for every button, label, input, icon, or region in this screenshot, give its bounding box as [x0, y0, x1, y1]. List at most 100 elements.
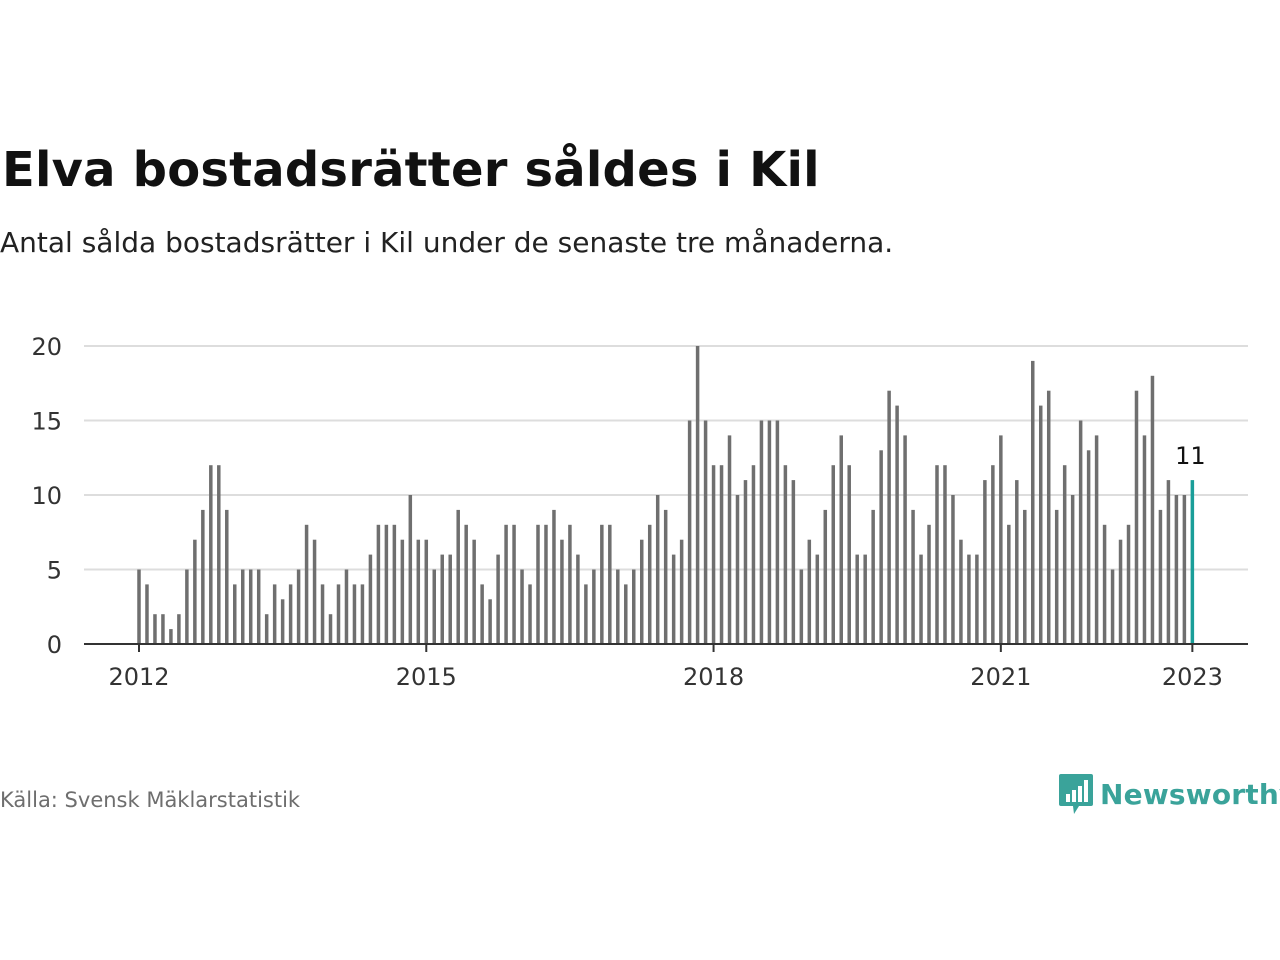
bar: [927, 524, 931, 644]
bar: [592, 569, 596, 644]
bar: [632, 569, 636, 644]
bar: [879, 450, 883, 644]
bar: [1110, 569, 1115, 644]
bar: [608, 524, 612, 644]
bar: [177, 614, 181, 644]
bar: [480, 584, 484, 644]
bar: [536, 524, 540, 644]
bar: [1031, 360, 1035, 644]
bar: [248, 569, 253, 644]
bar: [137, 569, 141, 644]
annotations: 11: [1175, 442, 1206, 470]
bar-chart-speech-bubble-icon: [1059, 774, 1093, 814]
bar: [759, 420, 764, 644]
bar: [496, 554, 500, 644]
bar: [743, 480, 748, 644]
bar: [655, 495, 660, 644]
bar: [887, 390, 891, 644]
bar: [719, 465, 724, 644]
bar: [1142, 435, 1147, 644]
bar: [584, 584, 588, 644]
x-tick-label: 2018: [683, 663, 744, 691]
bar: [344, 569, 349, 644]
bar: [1078, 420, 1083, 644]
bar: [1054, 509, 1059, 644]
bar: [185, 569, 189, 644]
bar: [791, 480, 796, 644]
bar: [520, 569, 524, 644]
bar: [959, 539, 963, 644]
bar: [193, 539, 197, 644]
bar: [1023, 509, 1027, 644]
bar: [999, 435, 1003, 644]
x-tick-label: 2015: [396, 663, 457, 691]
bar: [943, 465, 947, 644]
bar: [767, 420, 772, 644]
bar: [616, 569, 620, 644]
bar: [1038, 405, 1043, 644]
bar: [288, 584, 293, 644]
source-note: Källa: Svensk Mäklarstatistik: [0, 788, 301, 812]
bar: [1007, 524, 1011, 644]
bar: [512, 524, 516, 644]
bar: [671, 554, 676, 644]
bar: [225, 509, 229, 644]
bar: [903, 435, 907, 644]
bar: [256, 569, 261, 644]
bar: [568, 524, 572, 644]
y-tick-label: 5: [47, 557, 62, 585]
bar: [161, 614, 165, 644]
newsworthy-logo: Newsworthy: [1058, 772, 1280, 816]
bar: [504, 524, 508, 644]
bar: [272, 584, 277, 644]
bar: [1182, 495, 1187, 644]
bar: [576, 554, 580, 644]
bar: [775, 420, 780, 644]
bar: [1070, 495, 1075, 644]
bar: [448, 554, 452, 644]
bar: [544, 524, 548, 644]
bar: [991, 465, 995, 644]
data-label: 11: [1175, 442, 1206, 470]
bar: [488, 599, 492, 644]
bar: [456, 509, 460, 644]
bar: [528, 584, 532, 644]
bar: [1102, 524, 1107, 644]
bar: [432, 569, 437, 644]
bar: [783, 465, 788, 644]
bar: [624, 584, 628, 644]
bar: [304, 524, 309, 644]
bar: [368, 554, 373, 644]
bar: [647, 524, 652, 644]
bar: [240, 569, 245, 644]
bar: [911, 509, 915, 644]
bar: [1046, 390, 1051, 644]
bar: [296, 569, 301, 644]
bar: [751, 465, 756, 644]
bar: [1166, 480, 1171, 644]
bar: [416, 539, 421, 644]
bar: [153, 614, 157, 644]
bar: [209, 465, 213, 644]
bar-highlight: [1190, 480, 1195, 644]
bar: [815, 554, 820, 644]
bar: [1150, 375, 1155, 644]
bar: [560, 539, 564, 644]
bar: [735, 495, 740, 644]
bar: [663, 509, 668, 644]
bar: [336, 584, 341, 644]
bar: [919, 554, 923, 644]
bar: [408, 495, 413, 644]
bar: [392, 524, 397, 644]
bar: [145, 584, 149, 644]
bar: [264, 614, 269, 644]
bar: [863, 554, 867, 644]
bar: [703, 420, 708, 644]
y-tick-labels: 0 5 10 15 20: [31, 333, 62, 659]
bar: [855, 554, 859, 644]
y-tick-label: 10: [31, 482, 62, 510]
bar: [464, 524, 468, 644]
brand-name: Newsworthy: [1100, 777, 1280, 811]
bar: [711, 465, 716, 644]
bar: [600, 524, 604, 644]
